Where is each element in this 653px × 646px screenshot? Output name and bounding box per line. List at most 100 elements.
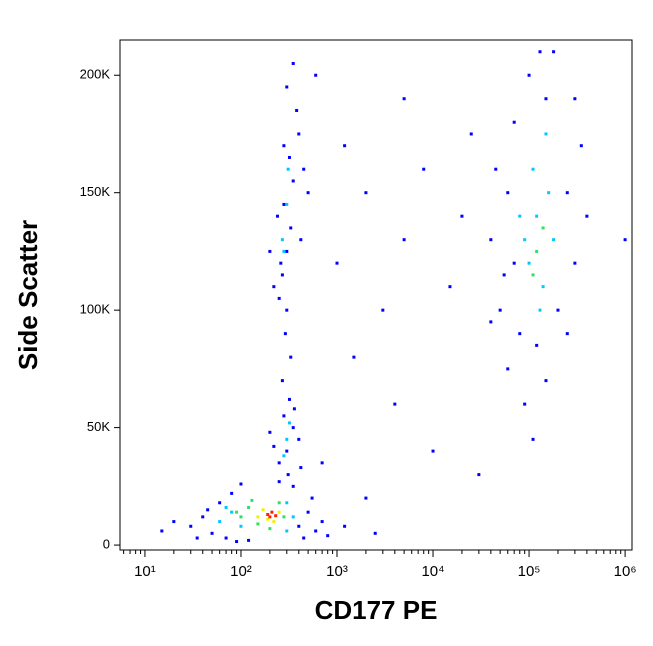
point [280, 379, 284, 383]
point [565, 332, 569, 336]
point [320, 520, 324, 524]
point [218, 520, 222, 524]
point [268, 527, 272, 531]
point [235, 510, 239, 514]
point [285, 202, 289, 206]
point [573, 261, 577, 265]
point [285, 85, 289, 89]
point [201, 515, 205, 519]
point [268, 515, 272, 519]
point [448, 285, 452, 289]
point [230, 510, 234, 514]
point [320, 461, 324, 465]
x-tick-label: 10⁴ [421, 563, 444, 580]
point [502, 273, 506, 277]
x-tick-label: 10² [230, 563, 252, 580]
point [239, 524, 243, 528]
point [230, 491, 234, 495]
point [518, 214, 522, 218]
x-tick-label: 10³ [326, 563, 348, 580]
point [291, 515, 295, 519]
point [335, 261, 339, 265]
point [531, 437, 535, 441]
point [364, 496, 368, 500]
point [381, 308, 385, 312]
point [538, 308, 542, 312]
point [277, 501, 281, 505]
point [224, 536, 228, 540]
point [512, 120, 516, 124]
point [274, 514, 278, 518]
point [285, 501, 289, 505]
point [275, 214, 279, 218]
point [544, 379, 548, 383]
point [283, 332, 287, 336]
point [189, 524, 193, 528]
point [506, 367, 510, 371]
y-tick-label: 0 [103, 537, 110, 552]
x-axis-title: CD177 PE [315, 595, 438, 625]
point [287, 397, 291, 401]
point [239, 482, 243, 486]
point [306, 191, 310, 195]
point [523, 238, 527, 242]
point [314, 529, 318, 533]
point [172, 520, 176, 524]
point [292, 407, 296, 411]
point [280, 238, 284, 242]
point [552, 50, 556, 54]
point [250, 498, 254, 502]
y-tick-label: 200K [80, 67, 111, 82]
point [489, 238, 493, 242]
point [512, 261, 516, 265]
point [282, 202, 286, 206]
point [256, 522, 260, 526]
point [498, 308, 502, 312]
point [277, 296, 281, 300]
point [291, 426, 295, 430]
point [291, 61, 295, 65]
point [282, 515, 286, 519]
point [268, 249, 272, 253]
point [256, 515, 260, 519]
point [527, 261, 531, 265]
point [291, 484, 295, 488]
point [285, 249, 289, 253]
point [431, 449, 435, 453]
point [364, 191, 368, 195]
point [314, 73, 318, 77]
point [285, 449, 289, 453]
point [565, 191, 569, 195]
point [518, 332, 522, 336]
point [287, 421, 291, 425]
point [297, 524, 301, 528]
point [285, 308, 289, 312]
point [373, 531, 377, 535]
point [585, 214, 589, 218]
point [297, 132, 301, 136]
point [306, 510, 310, 514]
point [544, 132, 548, 136]
x-tick-label: 10¹ [134, 563, 156, 580]
point [206, 508, 210, 512]
point [235, 540, 239, 544]
point [287, 155, 291, 159]
point [573, 97, 577, 101]
point [469, 132, 473, 136]
plot-frame [119, 39, 633, 551]
point [302, 167, 306, 171]
point [268, 430, 272, 434]
point [422, 167, 426, 171]
point [489, 320, 493, 324]
point [343, 144, 347, 148]
point [352, 355, 356, 359]
point [541, 285, 545, 289]
point [295, 108, 299, 112]
point [535, 249, 539, 253]
point [402, 238, 406, 242]
point [286, 167, 290, 171]
point [402, 97, 406, 101]
point [535, 343, 539, 347]
point [160, 529, 164, 533]
